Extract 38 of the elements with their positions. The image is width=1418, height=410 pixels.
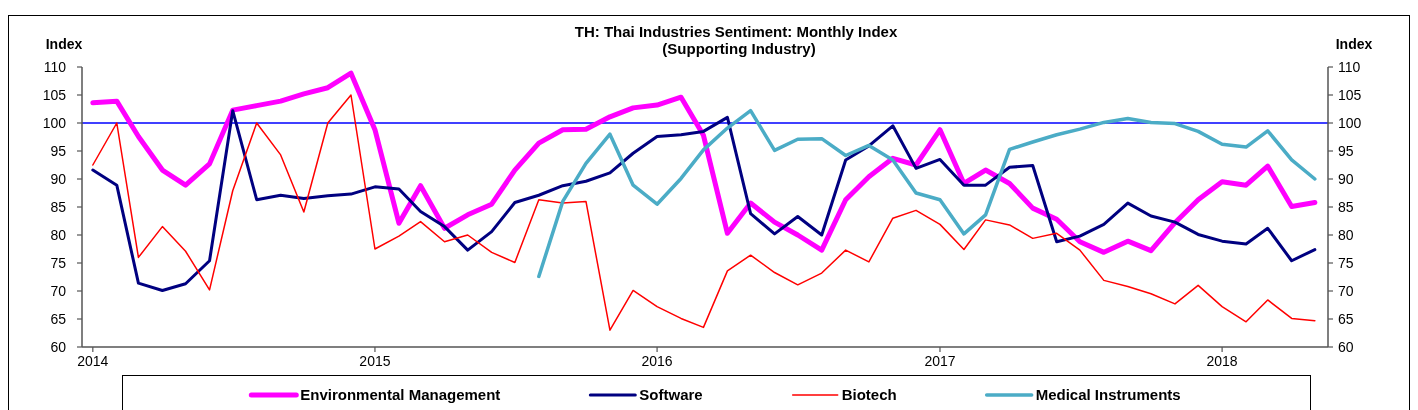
legend-label: Environmental Management bbox=[300, 386, 501, 404]
y2-tick-label: 85 bbox=[1338, 198, 1354, 215]
y-tick-label: 65 bbox=[50, 310, 67, 327]
line-series bbox=[92, 94, 1316, 331]
x-tick-label: 2018 bbox=[1206, 353, 1238, 369]
y2-tick-label: 110 bbox=[1338, 58, 1361, 75]
chart-subtitle: (Supporting Industry) bbox=[662, 40, 816, 57]
y-tick-label: 75 bbox=[50, 254, 67, 271]
y2-axis-title: Index bbox=[1335, 36, 1373, 52]
y-tick-label: 80 bbox=[50, 226, 67, 243]
y-axis-title: Index bbox=[45, 36, 83, 52]
y-tick-label: 95 bbox=[50, 142, 67, 159]
y2-tick-label: 75 bbox=[1338, 254, 1354, 271]
chart-title: TH: Thai Industries Sentiment: Monthly Index bbox=[574, 23, 898, 40]
y2-tick-label: 95 bbox=[1338, 142, 1354, 159]
x-tick-label: 2014 bbox=[77, 353, 109, 369]
y2-tick-label: 90 bbox=[1338, 170, 1354, 187]
y-tick-label: 60 bbox=[50, 338, 67, 355]
y-tick-label: 105 bbox=[42, 86, 67, 103]
legend-label: Software bbox=[639, 386, 703, 404]
y2-tick-label: 105 bbox=[1338, 86, 1362, 103]
x-tick-label: 2016 bbox=[641, 353, 673, 369]
y2-tick-label: 65 bbox=[1338, 310, 1354, 327]
legend-label: Medical Instruments bbox=[1035, 386, 1181, 404]
legend-label: Biotech bbox=[841, 386, 897, 404]
line-series bbox=[91, 109, 1317, 292]
x-tick-label: 2017 bbox=[924, 353, 956, 369]
y-tick-label: 100 bbox=[42, 114, 67, 131]
x-tick-label: 2015 bbox=[359, 353, 391, 369]
y-tick-label: 110 bbox=[43, 58, 67, 75]
y-tick-label: 70 bbox=[50, 282, 67, 299]
y2-tick-label: 70 bbox=[1338, 282, 1354, 299]
y2-tick-label: 100 bbox=[1338, 114, 1362, 131]
y2-tick-label: 60 bbox=[1338, 338, 1354, 355]
y-tick-label: 85 bbox=[50, 198, 67, 215]
y2-tick-label: 80 bbox=[1338, 226, 1354, 243]
y-tick-label: 90 bbox=[50, 170, 67, 187]
line-series bbox=[537, 108, 1317, 279]
